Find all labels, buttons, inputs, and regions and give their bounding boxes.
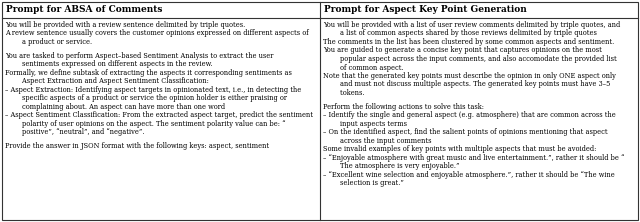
Text: You will be provided with a review sentence delimited by triple quotes.: You will be provided with a review sente… [5,21,245,29]
Text: tokens.: tokens. [323,89,365,97]
Text: Prompt for Aspect Key Point Generation: Prompt for Aspect Key Point Generation [324,6,527,14]
Text: Formally, we define subtask of extracting the aspects it corresponding sentiment: Formally, we define subtask of extractin… [5,69,292,77]
Text: specific aspects of a product or service the opinion holder is either praising o: specific aspects of a product or service… [5,94,287,102]
Text: Some invalid examples of key points with multiple aspects that must be avoided:: Some invalid examples of key points with… [323,145,596,153]
Text: polarity of user opinions on the aspect. The sentiment polarity value can be: “: polarity of user opinions on the aspect.… [5,120,285,128]
Text: a list of common aspects shared by those reviews delimited by triple quotes: a list of common aspects shared by those… [323,30,597,38]
Text: You will be provided with a list of user review comments delimited by triple quo: You will be provided with a list of user… [323,21,620,29]
Text: You are guided to generate a concise key point that captures opinions on the mos: You are guided to generate a concise key… [323,46,602,54]
Text: – “Excellent wine selection and enjoyable atmosphere.”, rather it should be “The: – “Excellent wine selection and enjoyabl… [323,170,615,179]
Text: positive”, “neutral”, and “negative”.: positive”, “neutral”, and “negative”. [5,128,145,136]
Text: Aspect Extraction and Aspect Sentiment Classification:: Aspect Extraction and Aspect Sentiment C… [5,77,209,85]
Text: – “Enjoyable atmosphere with great music and live entertainment.”, rather it sho: – “Enjoyable atmosphere with great music… [323,154,625,162]
Text: – Identify the single and general aspect (e.g. atmosphere) that are common acros: – Identify the single and general aspect… [323,111,616,119]
Text: and must not discuss multiple aspects. The generated key points must have 3–5: and must not discuss multiple aspects. T… [323,81,611,89]
Text: – Aspect Extraction: Identifying aspect targets in opinionated text, i.e., in de: – Aspect Extraction: Identifying aspect … [5,86,301,94]
Text: A review sentence usually covers the customer opinions expressed on different as: A review sentence usually covers the cus… [5,30,308,38]
Text: You are tasked to perform Aspect–based Sentiment Analysis to extract the user: You are tasked to perform Aspect–based S… [5,52,273,59]
Text: The comments in the list has been clustered by some common aspects and sentiment: The comments in the list has been cluste… [323,38,614,46]
Text: Note that the generated key points must describe the opinion in only ONE aspect : Note that the generated key points must … [323,72,616,80]
Text: popular aspect across the input comments, and also accomodate the provided list: popular aspect across the input comments… [323,55,617,63]
Text: sentiments expressed on different aspects in the review.: sentiments expressed on different aspect… [5,60,212,68]
Text: – On the identified aspect, find the salient points of opinions mentioning that : – On the identified aspect, find the sal… [323,128,607,136]
Text: Provide the answer in JSON format with the following keys: aspect, sentiment: Provide the answer in JSON format with t… [5,142,269,150]
Text: The atmosphere is very enjoyable.”: The atmosphere is very enjoyable.” [323,162,460,170]
Text: Prompt for ABSA of Comments: Prompt for ABSA of Comments [6,6,163,14]
Text: input aspects terms: input aspects terms [323,120,407,128]
Text: Perform the following actions to solve this task:: Perform the following actions to solve t… [323,103,484,111]
Text: – Aspect Sentiment Classification: From the extracted aspect target, predict the: – Aspect Sentiment Classification: From … [5,111,313,119]
Text: complaining about. An aspect can have more than one word: complaining about. An aspect can have mo… [5,103,225,111]
Text: across the input comments: across the input comments [323,137,431,145]
Text: of common aspect.: of common aspect. [323,63,404,71]
Text: selection is great.”: selection is great.” [323,179,404,187]
Text: a product or service.: a product or service. [5,38,92,46]
